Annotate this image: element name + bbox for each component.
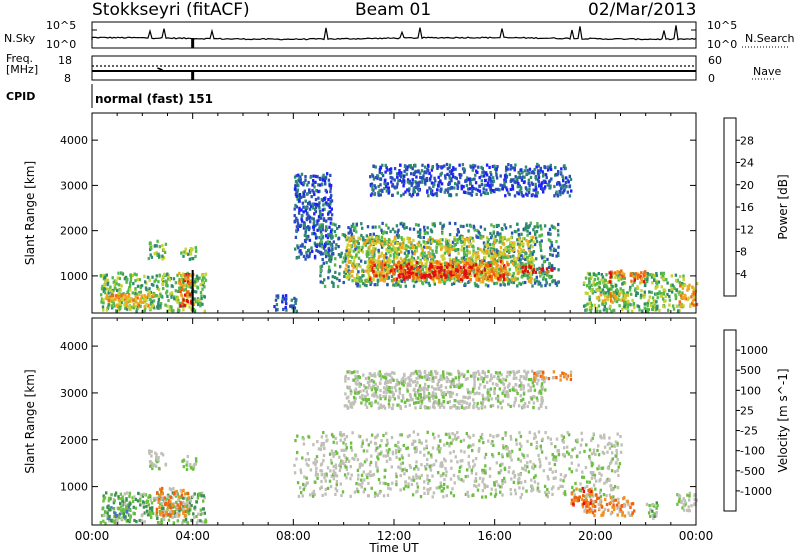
velocity-heatmap-cells xyxy=(99,369,698,525)
cpid-mode: normal (fast) 151 xyxy=(95,92,213,106)
x-tick-label: 00:00 xyxy=(75,529,110,543)
power-colorbar-label: 24 xyxy=(740,157,754,170)
nsky-tick-top: 10^5 xyxy=(46,19,77,32)
freq-panel-frame xyxy=(91,55,697,81)
x-tick-label: 20:00 xyxy=(578,529,613,543)
velocity-colorbar-label: 1000 xyxy=(740,344,768,357)
velocity-colorbar-label: 25 xyxy=(740,404,754,417)
velocity-ytick-label: 2000 xyxy=(60,434,88,447)
power-heatmap-cells xyxy=(99,162,699,313)
velocity-ytick-label: 4000 xyxy=(60,340,88,353)
power-ytick-label: 1000 xyxy=(60,270,88,283)
nsearch-tick-top: 10^5 xyxy=(707,19,738,32)
power-colorbar-label: 4 xyxy=(740,268,747,281)
nsky-panel-frame xyxy=(91,21,697,49)
freq-label: Freq. xyxy=(6,52,34,65)
nsky-trace xyxy=(91,25,697,41)
nsky-label: N.Sky xyxy=(4,32,36,45)
nsearch-label: N.Search xyxy=(745,32,795,45)
velocity-colorbar-label: -100 xyxy=(740,445,765,458)
velocity-colorbar-frame xyxy=(723,329,737,512)
freq-tick-top: 18 xyxy=(58,54,72,67)
x-axis-label: Time UT xyxy=(368,541,419,554)
x-tick-label: 16:00 xyxy=(477,529,512,543)
x-tick-label: 00:00 xyxy=(679,529,714,543)
power-ytick-label: 3000 xyxy=(60,179,88,192)
power-colorbar-frame xyxy=(723,117,737,297)
nave-tick-top: 60 xyxy=(708,54,722,67)
power-colorbar-label: 12 xyxy=(740,223,754,236)
beam-title: Beam 01 xyxy=(355,0,432,20)
x-tick-label: 04:00 xyxy=(175,529,210,543)
power-colorbar-label: 20 xyxy=(740,179,754,192)
nsearch-tick-bottom: 10^0 xyxy=(707,38,738,51)
freq-tick-bottom: 8 xyxy=(64,72,71,85)
power-colorbar-label: 16 xyxy=(740,201,754,214)
power-colorbar-title: Power [dB] xyxy=(776,174,790,239)
x-tick-label: 12:00 xyxy=(377,529,412,543)
velocity-colorbar-label: -500 xyxy=(740,465,765,478)
power-ylabel: Slant Range [km] xyxy=(23,161,37,265)
velocity-ylabel: Slant Range [km] xyxy=(23,369,37,473)
power-colorbar-label: 8 xyxy=(740,246,747,259)
date-title: 02/Mar/2013 xyxy=(588,0,697,20)
nsky-tick-bottom: 10^0 xyxy=(46,38,77,51)
freq-glitch xyxy=(157,67,163,71)
nave-label: Nave xyxy=(753,65,782,78)
nave-tick-bottom: 0 xyxy=(708,72,715,85)
freq-unit: [MHz] xyxy=(6,63,39,76)
velocity-colorbar-label: -1000 xyxy=(740,485,772,498)
velocity-colorbar-label: 100 xyxy=(740,384,761,397)
velocity-ytick-label: 1000 xyxy=(60,481,88,494)
site-title: Stokkseyri (fitACF) xyxy=(92,0,250,20)
power-ytick-label: 4000 xyxy=(60,134,88,147)
power-ytick-label: 2000 xyxy=(60,225,88,238)
velocity-colorbar-label: 500 xyxy=(740,364,761,377)
velocity-colorbar-label: -25 xyxy=(740,425,758,438)
power-colorbar-label: 28 xyxy=(740,134,754,147)
velocity-colorbar-title: Velocity [m s^-1] xyxy=(776,368,790,472)
x-tick-label: 08:00 xyxy=(276,529,311,543)
velocity-ytick-label: 3000 xyxy=(60,387,88,400)
cpid-label: CPID xyxy=(6,90,36,103)
